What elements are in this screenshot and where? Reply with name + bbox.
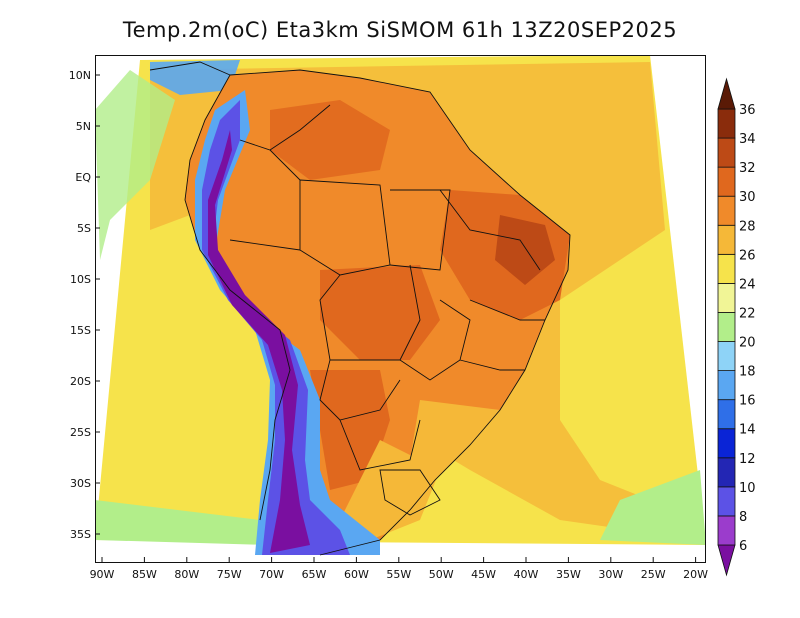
lon-label: 65W	[302, 568, 327, 581]
colorbar-label: 22	[739, 306, 756, 321]
colorbar-label: 16	[739, 394, 756, 409]
lon-label: 75W	[217, 568, 242, 581]
lat-label: 20S	[70, 375, 91, 388]
land-hot-central	[320, 265, 440, 360]
colorbar-segment	[717, 108, 736, 139]
colorbar-label: 14	[739, 423, 756, 438]
colorbar-label: 12	[739, 452, 756, 467]
lon-label: 80W	[174, 568, 199, 581]
lat-label: 10S	[70, 273, 91, 286]
colorbar-segment	[717, 166, 736, 197]
colorbar-segment	[717, 253, 736, 284]
andes-coldest-band	[208, 130, 310, 553]
colorbar-segment	[717, 341, 736, 371]
colorbar-label: 30	[739, 190, 756, 205]
lon-label: 55W	[386, 568, 411, 581]
ocean-cool-south	[95, 500, 270, 545]
lon-label: 50W	[429, 568, 454, 581]
land-mild-southeast-coast	[410, 400, 500, 480]
colorbar-segment	[717, 282, 736, 313]
colorbar-label: 6	[739, 539, 747, 554]
colorbar: 6 8 10 12 14 16 18 20 22 24 26 28 30 32 34 36	[717, 77, 756, 577]
lon-label: 85W	[132, 568, 157, 581]
lon-label: 35W	[556, 568, 581, 581]
lon-label: 25W	[641, 568, 666, 581]
colorbar-label: 26	[739, 248, 756, 263]
lat-label: 25S	[70, 426, 91, 439]
land-hotter-northeast-core	[495, 215, 555, 285]
lon-label: 90W	[90, 568, 115, 581]
colorbar-min-triangle	[717, 544, 736, 577]
map-title: Temp.2m(oC) Eta3km SiSMOM 61h 13Z20SEP20…	[122, 18, 678, 42]
lon-label: 60W	[344, 568, 369, 581]
colorbar-segment	[717, 137, 736, 168]
colorbar-segment	[717, 515, 736, 546]
colorbar-segment	[717, 224, 736, 255]
lon-label: 40W	[514, 568, 539, 581]
colorbar-label: 8	[739, 510, 747, 525]
land-mild-south	[340, 440, 440, 540]
lon-label: 20W	[683, 568, 708, 581]
colorbar-segment	[717, 195, 736, 226]
longitude-axis: 90W 85W 80W 75W 70W 65W 60W 55W 50W 45W 40W 35W 30W 2…	[90, 557, 708, 581]
latitude-axis: 10N 5N EQ 5S 10S 15S 20S 25S 30S 35S	[69, 69, 100, 541]
map-frame	[95, 55, 706, 563]
lat-label: 30S	[70, 477, 91, 490]
ocean-cool-caribbean	[150, 60, 240, 95]
colorbar-segment	[717, 370, 736, 401]
map-domain	[95, 55, 706, 556]
colorbar-label: 24	[739, 277, 756, 292]
ocean-cool-west-edge	[95, 70, 175, 260]
colorbar-label: 36	[739, 103, 756, 118]
lat-label: 35S	[70, 528, 91, 541]
andes-cold-band	[202, 100, 350, 555]
country-borders	[149, 61, 571, 556]
ocean-cool-southeast	[600, 470, 706, 545]
lat-label: 10N	[69, 69, 91, 82]
lon-label: 45W	[471, 568, 496, 581]
colorbar-label: 28	[739, 219, 756, 234]
colorbar-label: 34	[739, 132, 756, 147]
colorbar-label: 18	[739, 365, 756, 380]
colorbar-label: 10	[739, 481, 756, 496]
lat-label: 5N	[76, 120, 91, 133]
colorbar-segment	[717, 428, 736, 459]
colorbar-label: 32	[739, 161, 756, 176]
colorbar-segment	[717, 312, 736, 342]
colorbar-segment	[717, 399, 736, 430]
land-hot-north	[270, 100, 390, 180]
colorbar-segment	[717, 486, 736, 517]
lat-label: 15S	[70, 324, 91, 337]
colorbar-label: 20	[739, 336, 756, 351]
lat-label: EQ	[75, 171, 91, 184]
colorbar-max-triangle	[717, 77, 736, 110]
lon-label: 70W	[259, 568, 284, 581]
colorbar-segment	[717, 457, 736, 488]
lon-label: 30W	[598, 568, 623, 581]
lat-label: 5S	[77, 222, 91, 235]
